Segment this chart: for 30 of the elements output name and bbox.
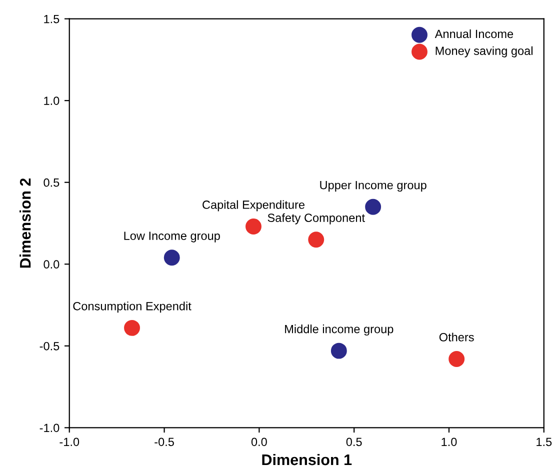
annotation: Capital Expenditure [202,200,304,212]
y-tick-label: 1.5 [44,14,60,24]
annotation: Others [439,332,474,342]
point [124,320,140,336]
legend-label: Annual Income [434,29,514,38]
x-tick-label: 0.5 [346,438,362,446]
point [448,351,465,367]
legend-label: Money saving goal [436,46,532,58]
y-tick-label: 0.5 [44,178,60,187]
y-tick-label: 1.0 [44,96,60,105]
x-tick-label: 1.0 [442,438,457,446]
annotation: Upper Income group [320,181,426,192]
annotation: Low Income group [124,232,220,242]
point [365,198,382,215]
x-tick-label: 1.5 [536,438,552,446]
x-tick-label: -1.0 [60,438,80,446]
x-axis-title: Dimension 1 [262,454,352,466]
y-tick-label: 0.0 [44,260,60,269]
y-axis-title: Dimension 2 [20,178,31,268]
annotation: Safety Component [268,213,365,224]
annotation: Consumption Expendit [73,302,192,313]
y-tick-label: -1.0 [40,424,60,432]
x-tick-label: 0.0 [251,438,267,446]
x-tick-label: -0.5 [154,438,174,446]
point [308,232,324,248]
y-tick-label: -0.5 [40,342,60,350]
annotation: Middle income group [285,324,394,336]
point [330,342,347,359]
point [164,250,180,266]
point [246,218,262,234]
